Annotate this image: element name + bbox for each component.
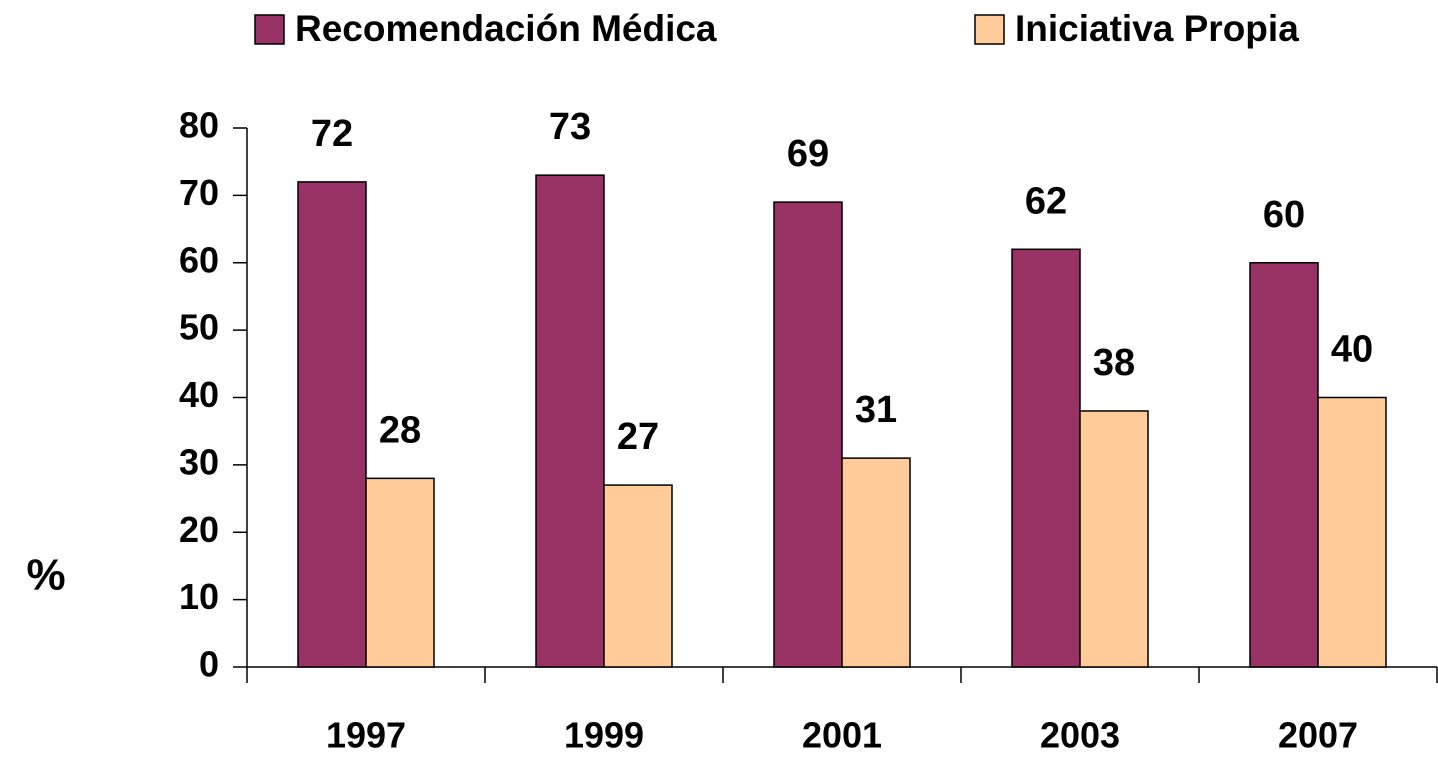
y-tick-label: 20: [179, 509, 219, 550]
bar: [535, 174, 605, 668]
bar: [1317, 396, 1387, 668]
bar: [1011, 248, 1081, 668]
value-label: 28: [379, 409, 421, 451]
value-label: 27: [617, 416, 659, 458]
bar: [773, 201, 843, 668]
legend-swatch: [254, 14, 285, 45]
x-tick-label: 2003: [1040, 715, 1120, 756]
legend-label: Iniciativa Propia: [1015, 8, 1299, 49]
bar: [603, 484, 673, 668]
value-label: 72: [311, 113, 353, 155]
value-label: 62: [1025, 180, 1067, 222]
x-tick-label: 1999: [564, 715, 644, 756]
legend-swatch: [974, 14, 1005, 45]
y-tick-label: 80: [179, 105, 219, 146]
y-tick-label: 30: [179, 441, 219, 482]
bar: [1249, 262, 1319, 668]
x-tick-label: 2001: [802, 715, 882, 756]
bar: [297, 181, 367, 668]
bar: [841, 457, 911, 668]
value-label: 38: [1093, 342, 1135, 384]
y-tick-label: 70: [179, 172, 219, 213]
bar: [1079, 410, 1149, 668]
x-tick-label: 1997: [326, 715, 406, 756]
value-label: 69: [787, 133, 829, 175]
value-label: 31: [855, 389, 897, 431]
y-tick-label: 40: [179, 374, 219, 415]
value-label: 73: [549, 106, 591, 148]
legend-label: Recomendación Médica: [295, 8, 717, 49]
value-label: 40: [1331, 329, 1373, 371]
y-axis-label: %: [26, 551, 65, 600]
y-tick-label: 60: [179, 239, 219, 280]
y-tick-label: 10: [179, 576, 219, 617]
x-tick-label: 2007: [1278, 715, 1358, 756]
value-label: 60: [1263, 194, 1305, 236]
y-tick-label: 50: [179, 307, 219, 348]
bar: [365, 477, 435, 668]
y-tick-label: 0: [199, 644, 219, 685]
